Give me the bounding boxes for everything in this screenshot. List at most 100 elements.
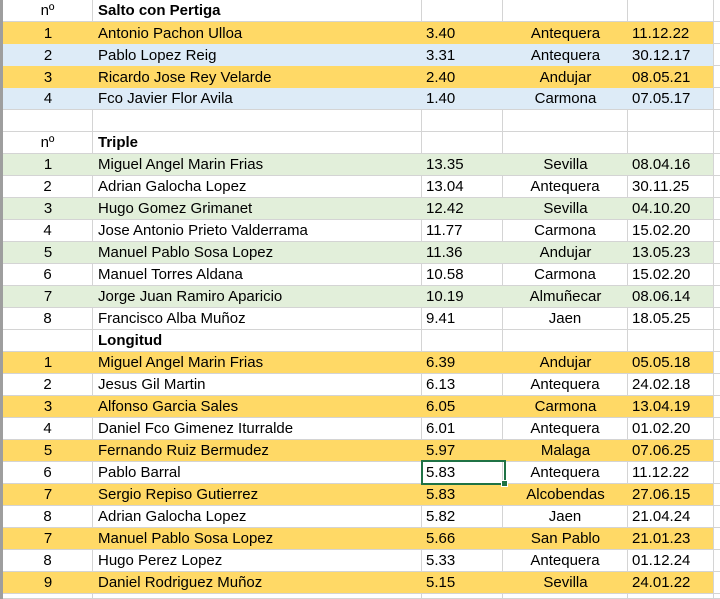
rank-cell[interactable]: 5 <box>3 242 93 264</box>
rank-cell[interactable]: 6 <box>3 264 93 286</box>
empty-cell[interactable] <box>3 594 93 599</box>
grid-sliver[interactable] <box>713 0 720 22</box>
date-cell[interactable] <box>628 132 713 154</box>
date-cell[interactable]: 24.02.18 <box>628 374 713 396</box>
rank-cell[interactable]: 1 <box>3 22 93 44</box>
mark-cell[interactable] <box>422 132 503 154</box>
city-cell[interactable]: Antequera <box>503 418 628 440</box>
name-cell[interactable]: Miguel Angel Marin Frias <box>93 352 422 374</box>
rank-cell[interactable]: 3 <box>3 198 93 220</box>
date-cell[interactable]: 07.06.25 <box>628 440 713 462</box>
mark-cell[interactable]: 10.19 <box>422 286 503 308</box>
city-cell[interactable] <box>503 0 628 22</box>
rank-cell[interactable]: 8 <box>3 506 93 528</box>
name-cell[interactable]: Daniel Fco Gimenez Iturralde <box>93 418 422 440</box>
mark-cell[interactable]: 6.05 <box>422 396 503 418</box>
rank-cell[interactable]: 2 <box>3 374 93 396</box>
city-cell[interactable]: Sevilla <box>503 572 628 594</box>
date-cell[interactable]: 04.10.20 <box>628 198 713 220</box>
rank-cell[interactable]: 2 <box>3 176 93 198</box>
grid-sliver[interactable] <box>713 22 720 44</box>
num-header-cell[interactable]: nº <box>3 132 93 154</box>
name-cell[interactable]: Jesus Gil Martin <box>93 374 422 396</box>
name-cell[interactable]: Daniel Rodriguez Muñoz <box>93 572 422 594</box>
grid-sliver[interactable] <box>713 176 720 198</box>
grid-sliver[interactable] <box>713 242 720 264</box>
rank-cell[interactable]: 7 <box>3 528 93 550</box>
grid-sliver[interactable] <box>713 462 720 484</box>
name-cell[interactable]: Manuel Pablo Sosa Lopez <box>93 528 422 550</box>
date-cell[interactable]: 11.12.22 <box>628 22 713 44</box>
date-cell[interactable]: 11.12.22 <box>628 462 713 484</box>
date-cell[interactable] <box>628 330 713 352</box>
city-cell[interactable]: Jaen <box>503 308 628 330</box>
name-cell[interactable]: Miguel Angel Marin Frias <box>93 154 422 176</box>
grid-sliver[interactable] <box>713 198 720 220</box>
city-cell[interactable]: Antequera <box>503 550 628 572</box>
city-cell[interactable]: Carmona <box>503 396 628 418</box>
rank-cell[interactable]: 8 <box>3 550 93 572</box>
empty-cell[interactable] <box>628 110 713 132</box>
city-cell[interactable]: Antequera <box>503 22 628 44</box>
mark-cell[interactable]: 5.83 <box>422 484 503 506</box>
grid-sliver[interactable] <box>713 352 720 374</box>
grid-sliver[interactable] <box>713 330 720 352</box>
mark-cell[interactable]: 3.40 <box>422 22 503 44</box>
name-cell[interactable]: Francisco Alba Muñoz <box>93 308 422 330</box>
mark-cell[interactable]: 13.35 <box>422 154 503 176</box>
date-cell[interactable]: 07.05.17 <box>628 88 713 110</box>
grid-sliver[interactable] <box>713 66 720 88</box>
grid-sliver[interactable] <box>713 550 720 572</box>
mark-cell[interactable]: 5.97 <box>422 440 503 462</box>
city-cell[interactable]: Andujar <box>503 66 628 88</box>
grid-sliver[interactable] <box>713 308 720 330</box>
city-cell[interactable]: Andujar <box>503 352 628 374</box>
rank-cell[interactable]: 2 <box>3 44 93 66</box>
mark-cell[interactable]: 5.82 <box>422 506 503 528</box>
mark-cell[interactable]: 6.01 <box>422 418 503 440</box>
city-cell[interactable]: Alcobendas <box>503 484 628 506</box>
city-cell[interactable]: Antequera <box>503 176 628 198</box>
grid-sliver[interactable] <box>713 264 720 286</box>
city-cell[interactable]: Carmona <box>503 264 628 286</box>
section-title-cell[interactable]: Triple <box>93 132 422 154</box>
city-cell[interactable]: Sevilla <box>503 198 628 220</box>
rank-cell[interactable]: 6 <box>3 462 93 484</box>
name-cell[interactable]: Ricardo Jose Rey Velarde <box>93 66 422 88</box>
name-cell[interactable]: Hugo Perez Lopez <box>93 550 422 572</box>
date-cell[interactable]: 13.05.23 <box>628 242 713 264</box>
city-cell[interactable] <box>503 132 628 154</box>
date-cell[interactable]: 21.04.24 <box>628 506 713 528</box>
mark-cell[interactable] <box>422 0 503 22</box>
grid-sliver[interactable] <box>713 374 720 396</box>
date-cell[interactable]: 08.05.21 <box>628 66 713 88</box>
mark-cell[interactable] <box>422 330 503 352</box>
mark-cell[interactable]: 11.36 <box>422 242 503 264</box>
city-cell[interactable]: Andujar <box>503 242 628 264</box>
name-cell[interactable]: Adrian Galocha Lopez <box>93 506 422 528</box>
city-cell[interactable]: San Pablo <box>503 528 628 550</box>
mark-cell[interactable]: 1.40 <box>422 88 503 110</box>
grid-sliver[interactable] <box>713 528 720 550</box>
section-title-cell[interactable]: Salto con Pertiga <box>93 0 422 22</box>
date-cell[interactable]: 21.01.23 <box>628 528 713 550</box>
grid-sliver[interactable] <box>713 484 720 506</box>
grid-sliver[interactable] <box>713 594 720 599</box>
empty-cell[interactable] <box>3 110 93 132</box>
city-cell[interactable]: Antequera <box>503 44 628 66</box>
grid-sliver[interactable] <box>713 418 720 440</box>
date-cell[interactable]: 15.02.20 <box>628 220 713 242</box>
grid-sliver[interactable] <box>713 396 720 418</box>
name-cell[interactable]: Jose Antonio Prieto Valderrama <box>93 220 422 242</box>
name-cell[interactable]: Jorge Juan Ramiro Aparicio <box>93 286 422 308</box>
empty-cell[interactable] <box>503 110 628 132</box>
rank-cell[interactable]: 7 <box>3 484 93 506</box>
grid-sliver[interactable] <box>713 220 720 242</box>
active-cell-border[interactable] <box>421 460 508 487</box>
name-cell[interactable]: Manuel Pablo Sosa Lopez <box>93 242 422 264</box>
rank-cell[interactable]: 5 <box>3 440 93 462</box>
name-cell[interactable]: Pablo Barral <box>93 462 422 484</box>
num-header-cell[interactable] <box>3 330 93 352</box>
rank-cell[interactable]: 4 <box>3 220 93 242</box>
grid-sliver[interactable] <box>713 88 720 110</box>
